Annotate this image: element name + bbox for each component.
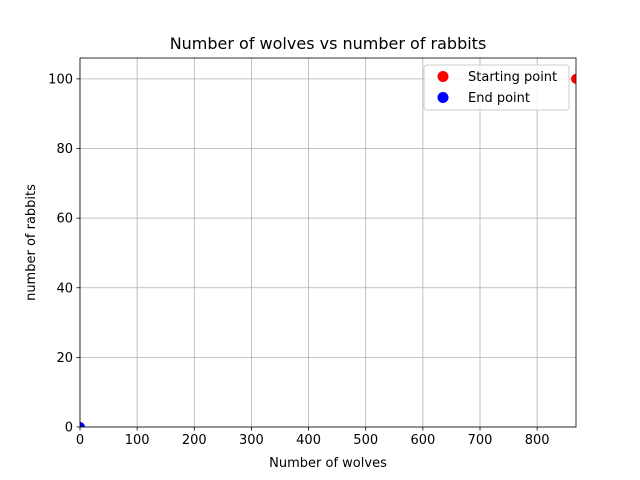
data-point-starting-point	[571, 73, 576, 84]
y-tick-label: 0	[65, 421, 73, 436]
axis-ticks: 0 100 200 300 400 500 600 700 800 0 20 40 60 80 100	[48, 72, 549, 448]
y-tick-label: 20	[56, 351, 73, 366]
legend-label-end-point: End point	[468, 91, 530, 106]
x-tick-label: 0	[76, 433, 84, 448]
x-tick-label: 200	[182, 433, 207, 448]
y-tick-label: 100	[48, 72, 73, 87]
x-tick-label: 700	[468, 433, 493, 448]
data-points	[80, 73, 576, 427]
y-tick-label: 60	[56, 212, 73, 227]
y-axis-title: number of rabbits	[24, 184, 39, 301]
data-point-end-point	[80, 422, 85, 427]
x-tick-label: 600	[410, 433, 435, 448]
chart-title: Number of wolves vs number of rabbits	[170, 34, 487, 53]
y-tick-label: 80	[56, 142, 73, 157]
x-tick-label: 100	[125, 433, 150, 448]
legend-marker-end-point	[437, 92, 449, 103]
x-axis-title: Number of wolves	[269, 456, 387, 471]
x-tick-label: 300	[239, 433, 264, 448]
legend-label-starting-point: Starting point	[468, 70, 557, 85]
legend-box	[423, 64, 570, 111]
legend-marker-starting-point	[437, 71, 449, 82]
plot-area	[80, 58, 576, 427]
grid	[79, 58, 576, 428]
x-tick-label: 500	[353, 433, 378, 448]
legend: Starting point End point	[423, 64, 570, 111]
y-tick-label: 40	[56, 281, 73, 296]
x-tick-label: 400	[296, 433, 321, 448]
plot-frame	[79, 57, 577, 428]
x-tick-label: 800	[525, 433, 550, 448]
